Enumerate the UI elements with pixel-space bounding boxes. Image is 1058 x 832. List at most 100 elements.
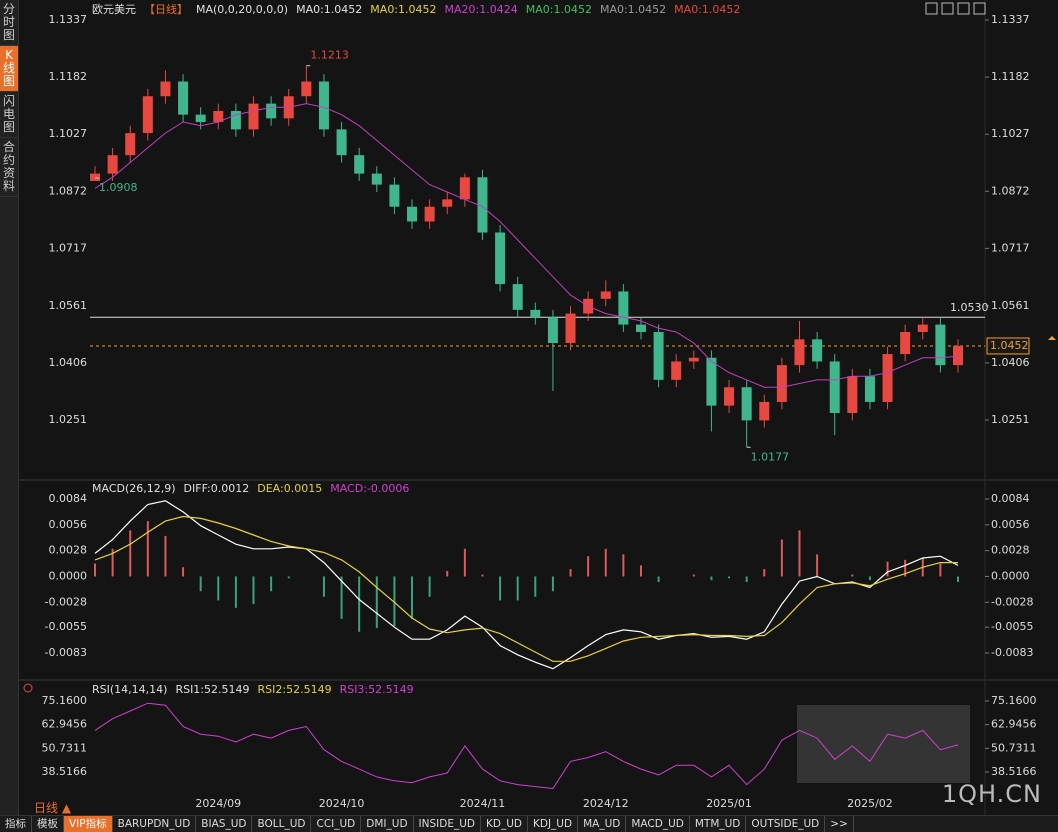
y-tick-label: 38.5166: [991, 765, 1037, 778]
candle-body: [794, 339, 805, 366]
icon[interactable]: [941, 2, 954, 15]
chart: 欧元美元 MACD(26,12,9) RSI(14,14,14) 【日线】 MA(…: [19, 0, 1058, 815]
tab[interactable]: MA_UD: [578, 816, 627, 832]
tab[interactable]: 分时图: [0, 0, 18, 46]
candle-body: [776, 365, 787, 402]
icon[interactable]: [957, 2, 970, 15]
y-tick-label: 1.1337: [991, 13, 1030, 26]
price-label: 1.0530: [950, 301, 989, 314]
candle-body: [160, 81, 171, 97]
y-tick-label: 1.0872: [991, 184, 1030, 197]
tab[interactable]: BOLL_UD: [252, 816, 312, 832]
watermark: 1QH.CN: [941, 780, 1042, 808]
candle-body: [266, 103, 277, 119]
price-arrow: [1048, 335, 1056, 340]
y-tick-label: 1.0251: [991, 413, 1030, 426]
header-item: MA0:1.0452: [600, 3, 666, 16]
candle-body: [107, 155, 118, 174]
y-tick-label: 1.1027: [991, 127, 1030, 140]
settings-icon[interactable]: [23, 683, 33, 693]
candle-body: [248, 103, 259, 130]
y-tick-label: 0.0028: [991, 544, 1030, 557]
tab[interactable]: CCI_UD: [311, 816, 362, 832]
y-tick-label: -0.0083: [991, 646, 1033, 659]
candle-body: [953, 345, 963, 366]
tab[interactable]: K线图: [0, 46, 18, 92]
tab[interactable]: 闪电图: [0, 92, 18, 138]
x-tick-label: 2024/09: [195, 797, 241, 810]
y-tick-label: 1.0717: [49, 241, 88, 254]
y-tick-label: 1.0406: [49, 356, 88, 369]
candle-body: [759, 401, 770, 421]
tab[interactable]: MACD_UD: [626, 816, 690, 832]
x-tick-label: 2025/01: [706, 797, 752, 810]
candle-body: [688, 357, 699, 362]
tab[interactable]: VIP指标: [64, 816, 113, 832]
candle-body: [741, 387, 752, 421]
annotation: 1.0908: [99, 181, 138, 194]
indicator-title: MACD(26,12,9): [92, 482, 176, 495]
price-box: [986, 337, 1030, 355]
selection-box: [797, 705, 970, 783]
y-tick-label: 0.0000: [49, 569, 88, 582]
header-item: MACD:-0.0006: [330, 482, 409, 495]
header-item: MA20:1.0424: [445, 3, 518, 16]
tab-bar: 指标 模板 VIP指标 BARUPDN_UD BIAS_UD BOLL_UD CCI_UD D…: [0, 815, 1058, 832]
y-tick-label: 50.7311: [42, 741, 88, 754]
header-item: DIFF:0.0012: [184, 482, 250, 495]
rsi-line: [94, 702, 959, 790]
y-tick-label: 1.1337: [49, 13, 88, 26]
tab[interactable]: 模板: [32, 816, 64, 832]
y-tick-label: 1.0406: [991, 356, 1030, 369]
header-item: MA0:1.0452: [370, 3, 436, 16]
candle-body: [829, 361, 840, 414]
x-tick-label: 2024/10: [319, 797, 365, 810]
tab[interactable]: KDJ_UD: [528, 816, 579, 832]
macd-line: [94, 515, 958, 662]
candle-body: [354, 155, 365, 174]
tab[interactable]: >>: [825, 816, 854, 832]
y-tick-label: 0.0056: [49, 518, 88, 531]
candle-body: [336, 129, 347, 156]
candle-body: [371, 173, 382, 185]
y-tick-label: 75.1600: [991, 694, 1037, 707]
header-item: MA(0,0,20,0,0,0): [196, 3, 288, 16]
tab[interactable]: OUTSIDE_UD: [746, 816, 826, 832]
candle-body: [917, 324, 928, 332]
tab[interactable]: MTM_UD: [690, 816, 747, 832]
candle-body: [125, 133, 136, 156]
header-item: RSI1:52.5149: [175, 683, 249, 696]
tab[interactable]: DMI_UD: [361, 816, 414, 832]
candle-body: [935, 324, 946, 366]
candle-body: [565, 313, 576, 344]
candle-body: [318, 81, 329, 130]
icon[interactable]: [925, 2, 938, 15]
background: [19, 0, 1058, 815]
header-item: 【日线】: [144, 2, 188, 16]
header-item: RSI3:52.5149: [340, 683, 414, 696]
candle-body: [424, 206, 435, 222]
tab[interactable]: KD_UD: [481, 816, 528, 832]
y-tick-label: 62.9456: [991, 718, 1037, 731]
tab[interactable]: 合约资料: [0, 138, 18, 197]
candle-body: [864, 376, 875, 402]
tab[interactable]: BIAS_UD: [196, 816, 253, 832]
candle-body: [547, 317, 558, 344]
y-tick-label: 0.0084: [49, 492, 88, 505]
tab[interactable]: 指标: [0, 816, 32, 832]
tab[interactable]: INSIDE_UD: [414, 816, 481, 832]
tab[interactable]: BARUPDN_UD: [113, 816, 197, 832]
candle-body: [600, 291, 611, 299]
candle-body: [195, 114, 206, 123]
y-tick-label: -0.0028: [45, 595, 87, 608]
y-tick-label: 1.0872: [49, 184, 88, 197]
candle-body: [407, 206, 418, 222]
candle-body: [847, 376, 858, 414]
icon[interactable]: [973, 2, 986, 15]
candle-body: [442, 199, 453, 207]
y-tick-label: 50.7311: [991, 741, 1037, 754]
y-tick-label: 1.1182: [991, 70, 1030, 83]
period-label[interactable]: 日线 ▲: [34, 801, 72, 815]
y-tick-label: -0.0028: [991, 595, 1033, 608]
